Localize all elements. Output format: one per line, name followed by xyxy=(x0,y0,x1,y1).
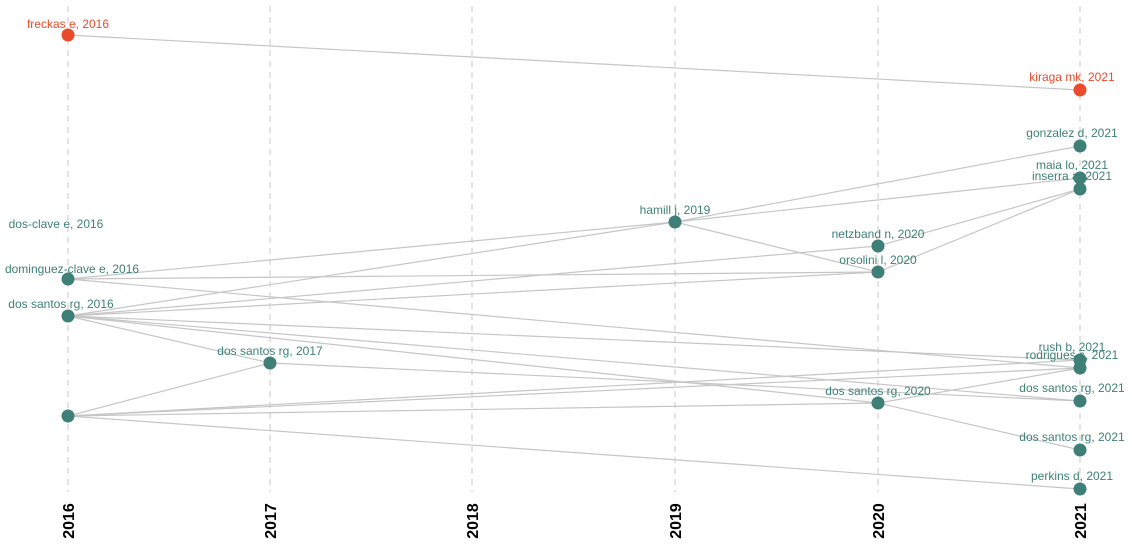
edge-dossantos2016-dossantos2020 xyxy=(67,315,879,404)
node-label-maia2021: maia lo, 2021 xyxy=(1036,158,1108,172)
edge-hamill2019-maia2021 xyxy=(674,177,1081,223)
node-label-inserra2021: inserra a, 2021 xyxy=(1032,169,1112,183)
year-tick-label-2018: 2018 xyxy=(465,503,482,539)
node-label-rodrigues2021: rodrigues s, 2021 xyxy=(1026,348,1119,362)
year-axis: 2016 2017 2018 2019 2020 2021 xyxy=(61,503,1090,539)
node-inserra2021[interactable] xyxy=(1073,182,1087,196)
node-kiraga2021[interactable] xyxy=(1073,83,1087,97)
node-freckas2016[interactable] xyxy=(61,28,75,42)
paper-nodes xyxy=(61,28,1087,496)
edge-unlabeled2016-perkins2021 xyxy=(67,415,1081,490)
node-label-netzband2020: netzband n, 2020 xyxy=(832,227,925,241)
edge-unlabeled2016-rodrigues2021 xyxy=(67,367,1081,417)
node-unlabeled2016[interactable] xyxy=(61,409,75,423)
node-label-dossantos2021a: dos santos rg, 2021 xyxy=(1019,381,1125,395)
node-dominguez2016[interactable] xyxy=(61,272,75,286)
edge-unlabeled2016-dossantos2020 xyxy=(67,402,879,417)
node-perkins2021[interactable] xyxy=(1073,482,1087,496)
edge-hamill2019-orsolini2020 xyxy=(674,221,879,273)
edge-dossantos2016-dossantos2017 xyxy=(67,315,271,364)
node-gonzalez2021[interactable] xyxy=(1073,139,1087,153)
node-label-hamill2019: hamill j, 2019 xyxy=(640,203,711,217)
node-label-perkins2021: perkins d, 2021 xyxy=(1031,469,1113,483)
edge-hamill2019-gonzalez2021 xyxy=(674,145,1081,223)
edge-netzband2020-inserra2021 xyxy=(877,188,1081,247)
edge-dossantos2016-netzband2020 xyxy=(67,245,879,317)
edge-unlabeled2016-rush2021 xyxy=(67,359,1081,417)
node-label-freckas2016: freckas e, 2016 xyxy=(27,17,109,31)
node-label-dossantos2016: dos santos rg, 2016 xyxy=(8,297,114,311)
node-label-dossantos2017: dos santos rg, 2017 xyxy=(217,344,323,358)
node-dossantos2020[interactable] xyxy=(871,396,885,410)
node-label-gonzalez2021: gonzalez d, 2021 xyxy=(1026,126,1118,140)
edge-dominguez2016-hamill2019 xyxy=(67,221,676,280)
node-label-orsolini2020: orsolini l, 2020 xyxy=(839,253,917,267)
node-label-dossantos2021b: dos santos rg, 2021 xyxy=(1019,430,1125,444)
year-tick-label-2016: 2016 xyxy=(61,503,78,539)
year-tick-label-2019: 2019 xyxy=(668,503,685,539)
edge-dossantos2016-rush2021 xyxy=(67,315,1081,361)
citation-edges xyxy=(67,34,1081,490)
node-label-rush2021: rush b, 2021 xyxy=(1039,340,1106,354)
node-label-kiraga2021: kiraga mk, 2021 xyxy=(1029,70,1115,84)
year-tick-label-2021: 2021 xyxy=(1073,503,1090,539)
edge-unlabeled2016-dossantos2017 xyxy=(67,362,271,417)
edge-freckas2016-kiraga2021 xyxy=(67,34,1081,91)
year-gridlines xyxy=(67,6,1081,492)
node-label-dosclave2016: dos-clave e, 2016 xyxy=(9,217,104,231)
node-dossantos2016[interactable] xyxy=(61,309,75,323)
node-label-dossantos2020: dos santos rg, 2020 xyxy=(825,384,931,398)
year-tick-label-2017: 2017 xyxy=(263,503,280,539)
node-netzband2020[interactable] xyxy=(871,239,885,253)
year-tick-label-2020: 2020 xyxy=(871,503,888,539)
edge-dossantos2020-rodrigues2021 xyxy=(877,367,1081,404)
node-label-dominguez2016: dominguez-clave e, 2016 xyxy=(5,262,139,276)
node-hamill2019[interactable] xyxy=(668,215,682,229)
node-orsolini2020[interactable] xyxy=(871,265,885,279)
edge-dossantos2016-orsolini2020 xyxy=(67,271,879,317)
node-dossantos2021a[interactable] xyxy=(1073,394,1087,408)
node-dossantos2017[interactable] xyxy=(263,356,277,370)
paper-labels: freckas e, 2016 kiraga mk, 2021 gonzalez d… xyxy=(5,17,1125,483)
edge-dossantos2020-dossantos2021b xyxy=(877,402,1081,451)
edge-orsolini2020-inserra2021 xyxy=(877,188,1081,273)
node-maia2021[interactable] xyxy=(1073,171,1087,185)
node-rodrigues2021[interactable] xyxy=(1073,361,1087,375)
edge-dossantos2016-hamill2019 xyxy=(67,221,676,317)
edge-dominguez2016-orsolini2020 xyxy=(67,271,879,280)
node-dossantos2021b[interactable] xyxy=(1073,443,1087,457)
edge-dossantos2016-dossantos2021a xyxy=(67,315,1081,402)
